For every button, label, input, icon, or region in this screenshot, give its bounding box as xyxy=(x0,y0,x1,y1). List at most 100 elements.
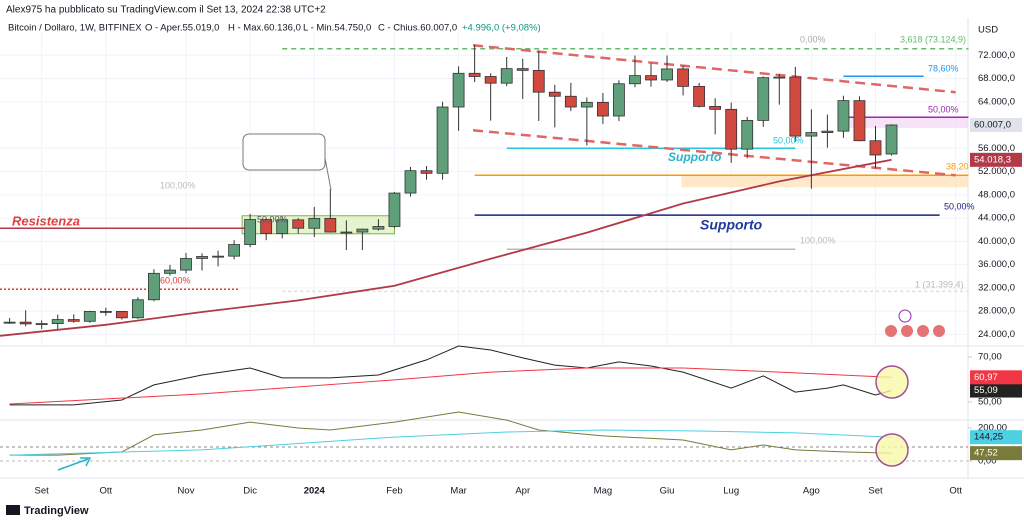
candle-body xyxy=(436,106,449,174)
trend-line xyxy=(472,44,956,94)
candle-body xyxy=(276,219,289,234)
annotation: 3,618 (73.124,9) xyxy=(900,34,966,44)
annotation: 50,00% xyxy=(773,135,804,145)
candle-body xyxy=(148,272,160,301)
candle-body xyxy=(709,106,722,110)
candle-body xyxy=(693,85,706,107)
candle-body xyxy=(131,299,144,319)
x-tick-label: Giu xyxy=(660,486,675,497)
candle-body xyxy=(500,68,513,84)
candle-body xyxy=(164,269,176,274)
candle-body xyxy=(869,140,882,156)
callout-pointer xyxy=(324,157,332,191)
indicator-line xyxy=(9,367,892,405)
y-tick-label: 68.000,0 xyxy=(978,73,1015,84)
y-tick-label: 40.000,0 xyxy=(978,236,1015,247)
ohlc-close: C - Chius.60.007,0 xyxy=(378,23,457,34)
candle-body xyxy=(372,226,385,230)
y-tick-label: 200,00 xyxy=(978,423,1007,434)
x-tick-label: Feb xyxy=(386,486,402,497)
annotation: 100,00% xyxy=(160,180,196,190)
y-tick-label: 64.000,0 xyxy=(978,96,1015,107)
candle-body xyxy=(324,217,337,233)
candle-body xyxy=(340,231,353,234)
x-tick-label: Mar xyxy=(450,486,466,497)
indicator-line xyxy=(9,429,892,456)
indicator-line xyxy=(9,411,892,456)
price-tag xyxy=(970,117,1022,132)
price-tag-label: 144,25 xyxy=(974,432,1003,443)
candle-body xyxy=(853,100,866,142)
event-icon xyxy=(901,325,913,337)
annotation: 78,60% xyxy=(928,63,959,73)
ohlc-open: O - Aper.55.019,0 xyxy=(145,23,219,34)
candle-body xyxy=(388,192,401,227)
price-tag-label: 55,09 xyxy=(974,385,998,396)
candle-body xyxy=(885,124,898,155)
symbol: Bitcoin / Dollaro, 1W, BITFINEX xyxy=(8,23,142,34)
candle-body xyxy=(548,91,561,97)
candle-body xyxy=(212,255,224,258)
candle-body xyxy=(789,76,802,137)
ohlc-low: L - Min.54.750,0 xyxy=(303,23,371,34)
candle-body xyxy=(741,119,754,150)
price-tag xyxy=(970,383,1022,398)
candle-body xyxy=(452,72,465,108)
candle-body xyxy=(35,323,48,326)
candle-body xyxy=(645,75,657,81)
moving-average xyxy=(0,158,892,337)
highlight-circle xyxy=(875,433,909,467)
candle-body xyxy=(19,321,32,325)
candle-body xyxy=(115,311,128,319)
x-tick-label: Set xyxy=(35,486,50,497)
price-tag xyxy=(970,152,1022,167)
y-tick-label: 28.000,0 xyxy=(978,306,1015,317)
x-tick-label: Set xyxy=(868,486,883,497)
candle-body xyxy=(260,219,273,234)
annotation: Resistenza xyxy=(12,213,80,228)
x-tick-label: Nov xyxy=(178,486,195,497)
annotation: 50,00% xyxy=(944,201,975,211)
price-tag-label: 60,97 xyxy=(974,372,998,383)
candle-body xyxy=(180,258,192,271)
y-tick-label: 48.000,0 xyxy=(978,189,1015,200)
candle-body xyxy=(677,68,689,87)
candle-body xyxy=(468,72,481,77)
candle-body xyxy=(99,311,112,313)
annotation: Supporto xyxy=(700,217,763,233)
highlight-circle xyxy=(875,365,909,399)
price-tag-label: 60.007,0 xyxy=(974,120,1011,131)
candle-body xyxy=(244,219,257,245)
y-tick-label: 36.000,0 xyxy=(978,259,1015,270)
y-tick-label: 0,00 xyxy=(978,456,997,467)
arrow xyxy=(57,457,92,471)
price-tag-label: 47,52 xyxy=(974,448,998,459)
candle-body xyxy=(516,68,529,71)
candle-body xyxy=(821,130,834,133)
candle-body xyxy=(196,256,208,259)
price-tag xyxy=(970,370,1022,385)
candle-body xyxy=(420,170,433,174)
price-tag xyxy=(970,446,1022,461)
y-tick-label: 52.000,0 xyxy=(978,166,1015,177)
x-tick-label: Dic xyxy=(243,486,257,497)
x-tick-label: Ott xyxy=(949,486,962,497)
candle-body xyxy=(629,75,641,85)
candle-body xyxy=(308,217,321,229)
annotation: 60,00% xyxy=(160,275,191,285)
zone-box xyxy=(681,175,969,188)
y-tick-label: 44.000,0 xyxy=(978,213,1015,224)
annotation: 38,20 xyxy=(946,161,969,171)
candle-body xyxy=(3,321,16,324)
candle-body xyxy=(725,108,738,150)
candle-body xyxy=(837,100,850,132)
annotation: 1 (31.399,4) xyxy=(915,279,964,289)
candle-body xyxy=(564,95,577,108)
ohlc-high: H - Max.60.136,0 xyxy=(228,23,301,34)
candle-body xyxy=(404,170,417,194)
annotation: 50,00% xyxy=(257,214,288,224)
candle-body xyxy=(580,101,593,108)
event-icon xyxy=(885,325,897,337)
y-tick-label: 24.000,0 xyxy=(978,329,1015,340)
